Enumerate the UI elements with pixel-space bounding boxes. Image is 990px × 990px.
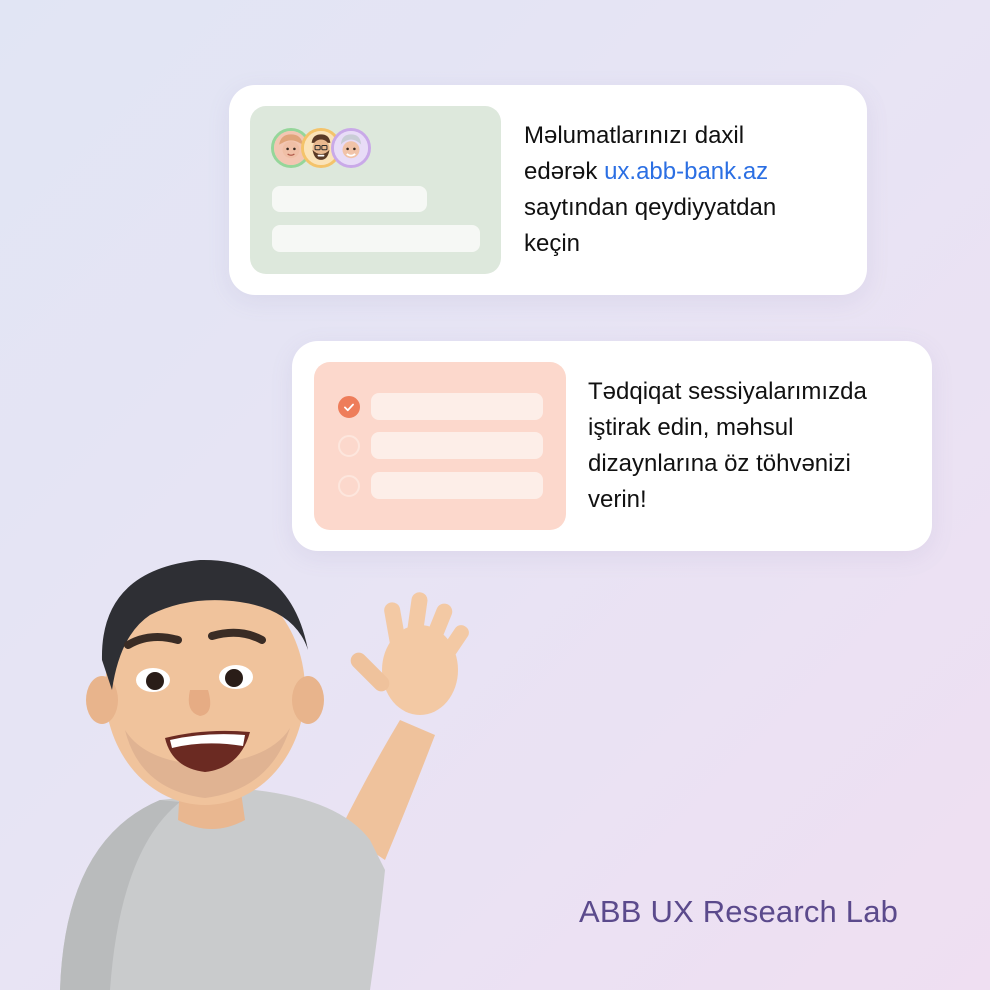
empty-circle-icon [338, 475, 360, 497]
registration-illustration [250, 106, 501, 274]
registration-card: Məlumatlarınızı daxil edərək ux.abb-bank… [229, 85, 867, 295]
waving-memoji-man-illustration [40, 540, 500, 990]
empty-circle-icon [338, 435, 360, 457]
checklist-row [336, 393, 546, 421]
checklist-illustration [314, 362, 566, 530]
research-text-line: verin! [588, 486, 647, 513]
research-sessions-card: Tədqiqat sessiyalarımızda iştirak edin, … [292, 341, 932, 551]
checklist-line-placeholder [371, 432, 543, 459]
registration-text-line: Məlumatlarınızı daxil [524, 122, 745, 149]
check-icon [338, 396, 360, 418]
registration-text-line: saytından qeydiyyatdan [524, 194, 777, 221]
research-text-line: Tədqiqat sessiyalarımızda [588, 378, 867, 405]
research-sessions-text: Tədqiqat sessiyalarımızda iştirak edin, … [588, 374, 867, 518]
checklist-row [336, 432, 546, 460]
checklist-row [336, 472, 546, 500]
registration-site-link[interactable]: ux.abb-bank.az [604, 158, 769, 185]
checklist-line-placeholder [371, 393, 543, 420]
registration-text-line: edərək ux.abb-bank.az [524, 154, 776, 190]
form-field-placeholder [272, 186, 427, 212]
waving-hand-icon [350, 592, 469, 715]
registration-text-prefix: edərək [524, 158, 605, 185]
brand-label: ABB UX Research Lab [579, 894, 899, 929]
research-text-line: iştirak edin, məhsul [588, 414, 794, 441]
registration-text: Məlumatlarınızı daxil edərək ux.abb-bank… [524, 118, 776, 262]
registration-text-line: keçin [524, 230, 581, 257]
form-field-placeholder [272, 225, 480, 252]
memoji-avatar-grey-hair-icon [331, 128, 371, 168]
research-text-line: dizaynlarına öz töhvənizi [588, 450, 851, 477]
checklist-line-placeholder [371, 472, 543, 499]
